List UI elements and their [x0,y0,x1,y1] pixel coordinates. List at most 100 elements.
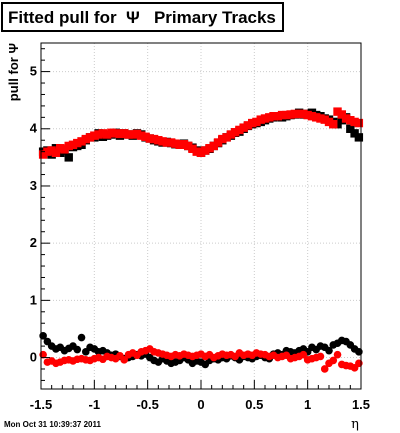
data-point [137,131,146,140]
data-point [299,109,308,119]
data-point [85,133,95,142]
data-point [316,114,325,123]
data-point [269,112,278,121]
data-point [294,109,304,119]
data-point [324,117,334,127]
data-point [141,132,150,141]
data-point [312,113,321,122]
data-point [64,153,73,162]
y-tick-label: 4 [30,121,38,136]
data-point [307,112,317,121]
data-point [260,114,270,123]
data-point [77,333,86,342]
data-point [325,346,333,355]
data-point [256,115,265,124]
data-point [218,134,227,144]
data-point [64,141,73,151]
data-point [320,115,329,124]
data-point [47,146,56,155]
data-point [107,128,116,137]
data-point [273,112,282,121]
data-point [235,125,244,135]
x-tick-label: 0.5 [245,397,263,412]
x-tick-label: -0.5 [136,397,158,412]
data-points [38,107,364,373]
data-point [252,117,261,127]
data-point [213,138,223,147]
data-point [90,131,99,140]
x-axis-title: η [351,417,359,432]
data-point [68,140,78,149]
data-point [201,146,210,155]
data-point [56,148,65,158]
y-tick-label: 3 [30,178,37,193]
data-point [303,110,312,120]
x-tick-label: -1.5 [30,397,52,412]
y-tick-label: 2 [30,235,37,250]
data-point [299,350,308,359]
data-point [354,118,364,128]
grid-lines [40,43,362,389]
data-point [81,134,90,144]
data-point [265,113,274,122]
data-point [333,350,342,359]
x-tick-label: 1 [304,397,311,412]
x-tick-label: 0 [197,397,204,412]
data-point [226,130,236,139]
data-point [286,110,295,119]
data-point [192,147,201,156]
x-tick-label: -1 [89,397,101,412]
data-point [243,121,253,130]
x-axis: -1.5 -1 -0.5 0 0.5 1 1.5 [30,380,370,412]
data-point [290,109,300,119]
data-point [354,133,364,142]
data-point [337,110,346,119]
data-point [230,128,240,137]
data-point [38,150,48,159]
data-point [248,118,257,128]
data-point [115,129,125,139]
data-point [73,345,82,354]
data-point [209,141,218,151]
data-point [73,138,82,148]
data-point [333,120,342,129]
y-axis-title: pull for Ψ [6,43,21,101]
data-point [43,147,52,156]
data-point [196,148,206,158]
data-point [124,130,133,139]
data-point [355,359,363,368]
x-tick-label: 1.5 [352,397,370,412]
data-point [282,110,291,120]
y-axis: 0 1 2 3 4 5 [30,48,50,381]
data-point [154,136,163,145]
y-tick-label: 5 [30,64,37,79]
data-point [171,139,180,148]
data-point [239,123,248,132]
data-point [184,141,193,151]
data-point [102,130,112,139]
data-point [111,129,120,138]
data-point [329,356,338,365]
data-point [158,137,167,146]
data-point [120,356,128,364]
data-point [56,144,65,153]
data-point [222,133,231,142]
data-point [179,140,189,149]
data-point [346,116,355,125]
data-point [341,114,351,123]
data-point [316,352,325,361]
data-point [51,148,61,158]
chart-title: Fitted pull for Ψ Primary Tracks [1,2,284,32]
data-point [350,117,359,127]
data-point [128,130,137,139]
data-point [51,144,61,153]
data-point [329,120,338,129]
data-point [94,130,103,139]
data-point [162,138,172,147]
data-point [120,129,129,138]
data-point [175,140,184,149]
data-point [346,124,355,133]
data-point [77,137,86,146]
data-point [98,129,108,138]
